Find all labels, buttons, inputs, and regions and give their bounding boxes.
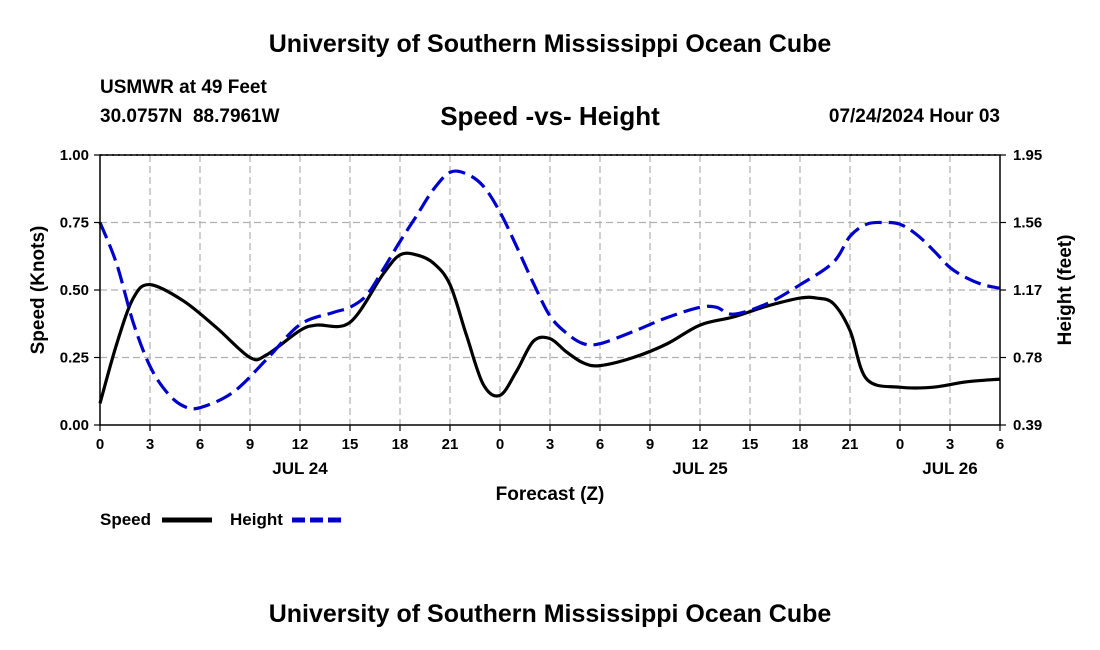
x-tick-label: 18 xyxy=(392,436,409,453)
y-tick-label: 0.50 xyxy=(60,282,89,299)
date-label: 07/24/2024 Hour 03 xyxy=(828,106,1000,127)
x-tick-label: 21 xyxy=(842,436,859,453)
y2-tick-label: 0.78 xyxy=(1013,350,1042,367)
legend: Speed Height xyxy=(100,510,342,529)
x-tick-label: 0 xyxy=(896,436,904,453)
chart-title: University of Southern Mississippi Ocean… xyxy=(268,30,832,58)
x-tick-label: 21 xyxy=(442,436,459,453)
x-tick-label: 18 xyxy=(792,436,809,453)
date-label: JUL 26 xyxy=(922,459,977,478)
grid xyxy=(100,154,1000,425)
x-tick-label: 15 xyxy=(742,436,759,453)
series-lines xyxy=(98,169,1001,411)
speed-series-line xyxy=(98,251,1001,404)
y-tick-label: 0.25 xyxy=(60,350,89,367)
x-tick-label: 3 xyxy=(946,436,954,453)
y2-tick-label: 0.39 xyxy=(1013,417,1042,434)
x-tick-label: 9 xyxy=(246,436,254,453)
x-tick-label: 3 xyxy=(546,436,554,453)
x-tick-label: 9 xyxy=(646,436,654,453)
legend-height-label: Height xyxy=(230,510,283,529)
chart-subtitle: Speed -vs- Height xyxy=(440,101,660,131)
x-tick-label: 0 xyxy=(496,436,504,453)
date-label: JUL 25 xyxy=(672,459,727,478)
x-tick-label: 12 xyxy=(692,436,709,453)
x-axis-label: Forecast (Z) xyxy=(496,484,605,505)
y2-tick-label: 1.17 xyxy=(1013,282,1042,299)
y2-tick-label: 1.56 xyxy=(1013,215,1042,232)
footer-title: University of Southern Mississippi Ocean… xyxy=(268,600,832,628)
y-tick-label: 1.00 xyxy=(60,147,89,164)
date-label: JUL 24 xyxy=(272,459,328,478)
station-label: USMWR at 49 Feet xyxy=(100,77,267,98)
y2-tick-label: 1.95 xyxy=(1013,147,1042,164)
x-tick-label: 12 xyxy=(292,436,309,453)
height-series-line xyxy=(98,169,1001,411)
legend-speed-label: Speed xyxy=(100,510,151,529)
y2-axis-label: Height (feet) xyxy=(1055,235,1076,346)
y-axis-label: Speed (Knots) xyxy=(28,226,49,355)
x-tick-label: 6 xyxy=(596,436,604,453)
x-tick-label: 3 xyxy=(146,436,154,453)
x-tick-label: 15 xyxy=(342,436,359,453)
x-tick-label: 0 xyxy=(96,436,104,453)
coordinates-label: 30.0757N 88.7961W xyxy=(100,106,280,127)
y-tick-label: 0.00 xyxy=(60,417,89,434)
x-tick-label: 6 xyxy=(996,436,1004,453)
axis-ticks: 0 3 6 9 12 15 18 21 0 3 6 9 12 15 18 21 0 3 6 0.00 0.25 0.50 0… xyxy=(60,147,1042,478)
y-tick-label: 0.75 xyxy=(60,215,89,232)
x-tick-label: 6 xyxy=(196,436,204,453)
